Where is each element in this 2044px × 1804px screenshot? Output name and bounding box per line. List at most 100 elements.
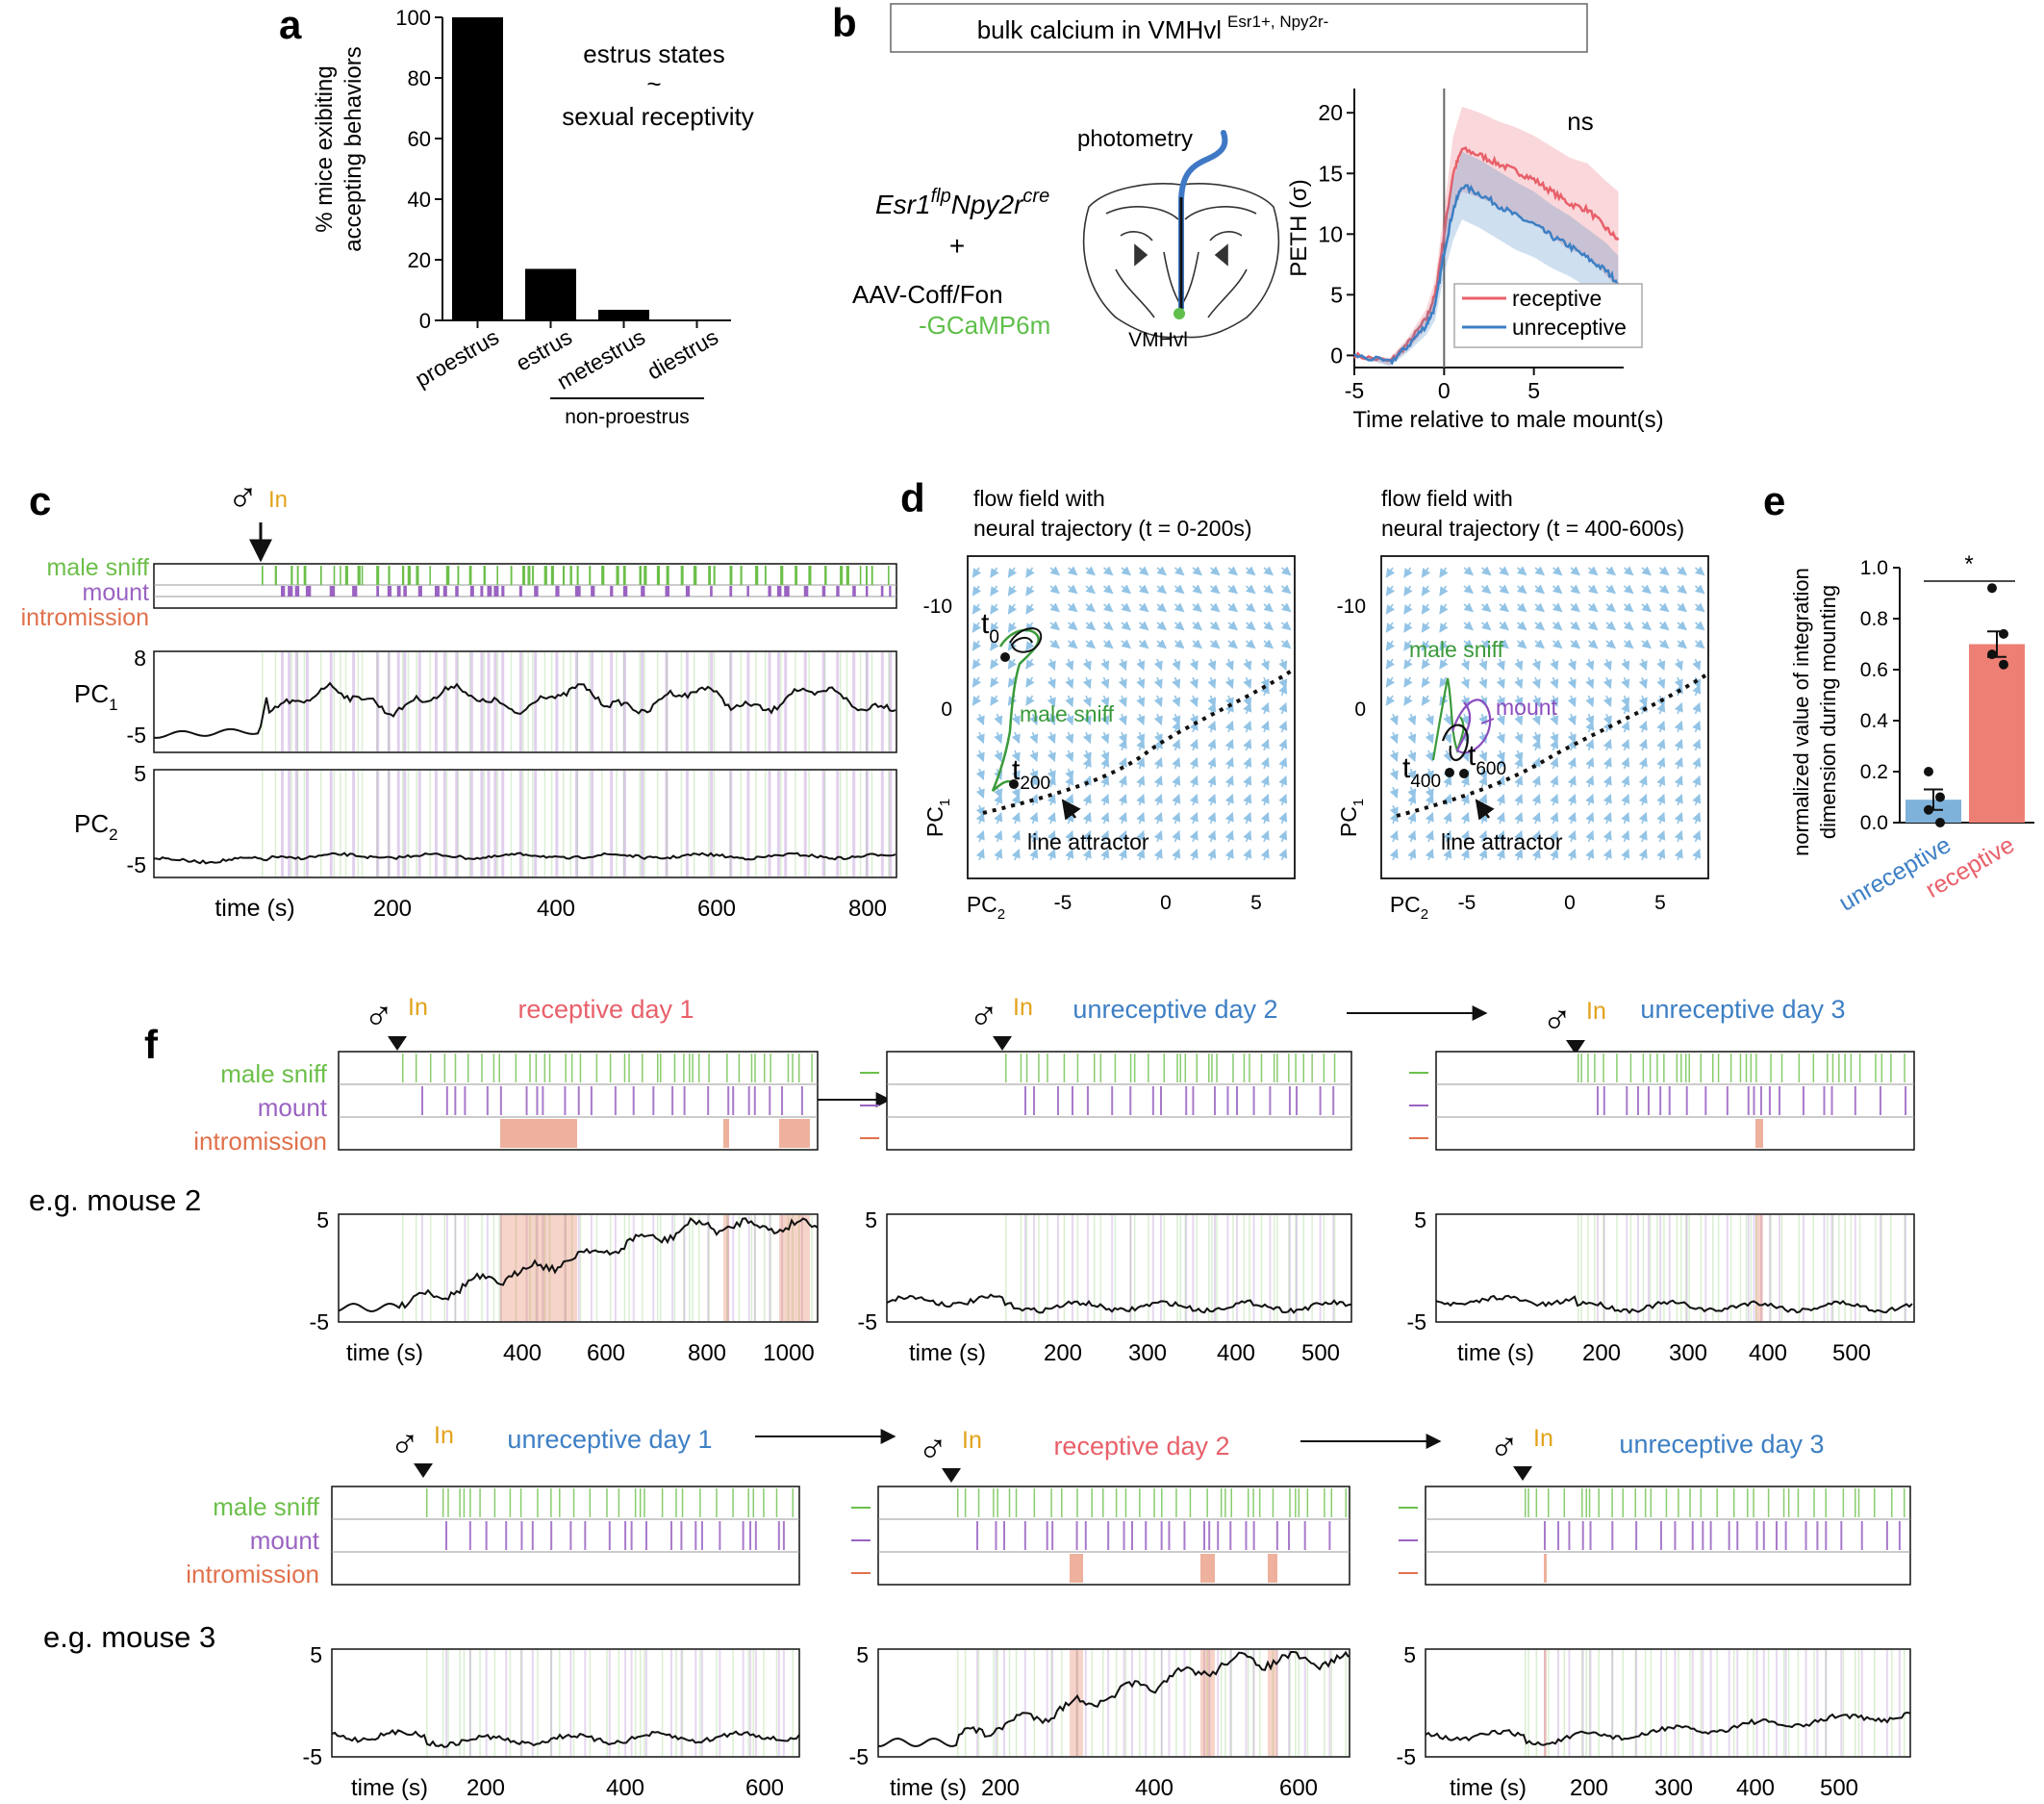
mount-event bbox=[1879, 1086, 1881, 1115]
legend-receptive-label: receptive bbox=[1512, 286, 1602, 311]
flow-arrow bbox=[1534, 639, 1545, 649]
flow-arrow bbox=[1102, 639, 1114, 649]
sniff-shade bbox=[775, 1650, 778, 1756]
sniff-event bbox=[888, 566, 890, 585]
sniff-shade bbox=[726, 1215, 728, 1321]
flow-arrow bbox=[1102, 566, 1114, 576]
right-neural-trajectory-mount bbox=[1451, 699, 1492, 754]
sniff-shade bbox=[426, 1650, 428, 1756]
mount-event bbox=[281, 586, 286, 597]
mount-shade bbox=[1784, 1650, 1787, 1756]
flow-arrow bbox=[1692, 701, 1702, 715]
sniff-shade bbox=[865, 771, 868, 877]
mount-shade bbox=[574, 771, 578, 877]
left-male-sniff-label: male sniff bbox=[1020, 701, 1115, 726]
sniff-shade bbox=[1753, 1650, 1754, 1756]
sniff-event bbox=[454, 1054, 457, 1082]
flow-arrow bbox=[1439, 622, 1449, 633]
sniff-event bbox=[1797, 1488, 1800, 1517]
sniff-shade bbox=[1680, 1215, 1682, 1321]
flow-arrow bbox=[1209, 584, 1221, 595]
flow-arrow bbox=[1207, 701, 1217, 715]
sniff-event bbox=[1252, 1488, 1254, 1517]
flow-arrow bbox=[1407, 793, 1417, 806]
flow-arrow bbox=[1514, 756, 1524, 770]
flow-arrow bbox=[1173, 584, 1185, 595]
flow-arrow bbox=[1478, 829, 1488, 843]
sniff-shade bbox=[595, 1215, 598, 1321]
sniff-event bbox=[1767, 1488, 1770, 1517]
flow-arrow bbox=[1567, 848, 1577, 861]
flow-arrow bbox=[1531, 695, 1541, 708]
flow-arrow bbox=[1463, 584, 1474, 595]
mount-shade bbox=[749, 1650, 752, 1756]
flow-arrow bbox=[1007, 603, 1018, 615]
sniff-shade bbox=[1288, 1215, 1290, 1321]
flow-arrow bbox=[1049, 566, 1060, 576]
sniff-shade bbox=[535, 1215, 538, 1321]
sniff-event bbox=[1295, 1054, 1297, 1082]
panel-b-genotype: Esr1flpNpy2rcre bbox=[875, 186, 1049, 219]
sniff-event bbox=[1216, 1054, 1218, 1082]
mount-shade bbox=[534, 771, 538, 877]
sniff-event bbox=[871, 566, 873, 585]
sniff-event bbox=[1345, 1488, 1347, 1517]
flow-arrow bbox=[1550, 713, 1559, 726]
sniff-shade bbox=[623, 1215, 626, 1321]
flow-arrow bbox=[1439, 640, 1449, 651]
sniff-event bbox=[1243, 1054, 1246, 1082]
flow-arrow bbox=[1407, 811, 1417, 825]
flow-arrow bbox=[1567, 756, 1577, 770]
mount-event bbox=[352, 586, 358, 597]
intromission-event bbox=[1544, 1554, 1547, 1583]
sniff-shade bbox=[407, 652, 410, 751]
mount-shade bbox=[1905, 1215, 1907, 1321]
panel-f: f e.g. mouse 2 e.g. mouse 3 male sniff m… bbox=[29, 993, 1915, 1801]
sniff-event bbox=[1047, 1054, 1048, 1082]
flow-arrow bbox=[1480, 566, 1492, 576]
mount-event bbox=[1051, 1521, 1054, 1550]
sniff-event bbox=[1008, 1488, 1011, 1517]
mount-event bbox=[1544, 1521, 1546, 1550]
y-tick-label: 0.6 bbox=[1860, 659, 1888, 681]
sniff-event bbox=[840, 566, 844, 585]
panel-d-left-title-line2: neural trajectory (t = 0-200s) bbox=[973, 516, 1252, 541]
flow-arrow bbox=[1496, 848, 1505, 861]
mount-event bbox=[1685, 1086, 1688, 1115]
flow-arrow bbox=[1674, 701, 1683, 715]
mount-event bbox=[329, 586, 336, 597]
sniff-shade bbox=[340, 771, 341, 877]
sniff-event bbox=[388, 566, 391, 585]
flow-arrow bbox=[1121, 621, 1131, 631]
panel-b: b bulk calcium in VMHvl Esr1+, Npy2r- Es… bbox=[832, 0, 1664, 433]
mount-shade bbox=[803, 652, 807, 751]
mount-event bbox=[1107, 1521, 1110, 1550]
sniff-event bbox=[1688, 1054, 1690, 1082]
mount-event bbox=[1597, 1086, 1599, 1115]
mount-shade bbox=[747, 1215, 750, 1321]
sniff-shade bbox=[871, 652, 873, 751]
mouse2-day1-title: receptive day 1 bbox=[517, 995, 694, 1024]
sniff-event bbox=[673, 1054, 676, 1082]
flow-arrow bbox=[1674, 829, 1683, 843]
pc-trace-line bbox=[338, 1217, 819, 1312]
mouse3-day3-male-in: ♂ In bbox=[1489, 1424, 1553, 1481]
panel-b-significance: ns bbox=[1567, 107, 1593, 136]
mount-shade bbox=[305, 652, 309, 751]
sniff-event bbox=[780, 566, 784, 585]
flow-arrow bbox=[1496, 676, 1505, 690]
flow-arrow bbox=[1602, 793, 1612, 806]
mount-event bbox=[707, 1086, 710, 1115]
sniff-event bbox=[548, 1054, 551, 1082]
mount-shade bbox=[417, 771, 421, 877]
panel-a-ylabel-line2: accepting behaviors bbox=[341, 46, 366, 251]
left-trajectory-loop bbox=[1009, 627, 1043, 653]
sniff-shade bbox=[290, 771, 292, 877]
mount-shade bbox=[550, 1650, 553, 1756]
sniff-shade bbox=[1175, 1650, 1177, 1756]
flow-arrow bbox=[1674, 720, 1683, 733]
sniff-shade bbox=[1875, 1215, 1877, 1321]
sniff-shade bbox=[666, 652, 669, 751]
mount-event bbox=[1728, 1521, 1730, 1550]
